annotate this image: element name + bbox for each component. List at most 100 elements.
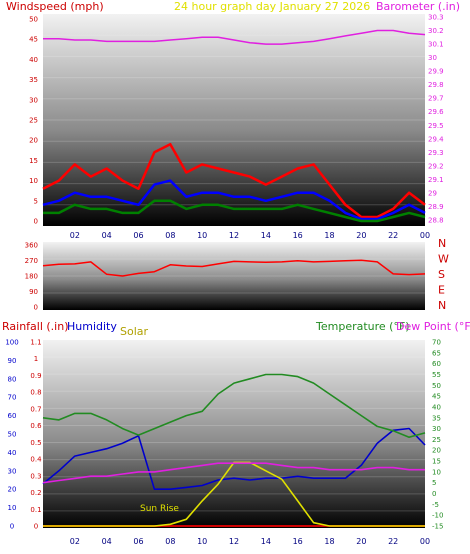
rain-tick: 0.9 xyxy=(30,372,41,380)
compass-label: W xyxy=(438,253,449,266)
wind-left-tick: 50 xyxy=(29,16,38,24)
temp-tick: 40 xyxy=(432,403,441,411)
wind-left-tick: 15 xyxy=(29,157,38,165)
series-humidity xyxy=(42,427,426,491)
baro-right-tick: 29.4 xyxy=(428,135,444,143)
baro-right-tick: 29.2 xyxy=(428,162,444,170)
humidity-tick: 50 xyxy=(8,431,17,439)
series-dew-point xyxy=(42,462,425,484)
x-tick-label: 14 xyxy=(261,231,271,240)
baro-right-tick: 29 xyxy=(428,189,437,197)
temp-hum-plot-area xyxy=(43,340,425,528)
baro-right-tick: 28.8 xyxy=(428,217,444,225)
temp-hum-series xyxy=(42,373,426,527)
wind-left-tick: 10 xyxy=(29,177,38,185)
temp-tick: 55 xyxy=(432,371,441,379)
humidity-tick: 70 xyxy=(8,394,17,402)
series-temperature xyxy=(42,373,426,439)
temp-tick: 70 xyxy=(432,339,441,347)
wind-baro-plot-area xyxy=(43,14,425,226)
baro-right-axis: 30.3 30.2 30.1 30 29.9 29.8 29.7 29.6 29.5 29.4 29… xyxy=(428,14,444,225)
x-tick-label: 16 xyxy=(293,537,303,546)
baro-right-tick: 29.6 xyxy=(428,108,444,116)
baro-right-tick: 30.2 xyxy=(428,27,444,35)
series-average xyxy=(42,179,426,221)
rain-tick: 0.5 xyxy=(30,439,41,447)
wind-series xyxy=(42,29,426,223)
temp-tick: -5 xyxy=(432,501,439,509)
direction-plot-area xyxy=(43,242,425,310)
temp-hum-gridlines xyxy=(43,356,425,512)
rain-tick: 0.1 xyxy=(30,506,41,514)
rain-axis: 1.1 1 0.9 0.8 0.7 0.6 0.5 0.4 0.3 0.2 0.1 0 xyxy=(30,339,42,531)
direction-gridlines xyxy=(43,258,425,294)
temp-tick: 10 xyxy=(432,468,441,476)
humidity-tick: 80 xyxy=(8,375,17,383)
temp-tick: -10 xyxy=(432,512,443,520)
rainfall-label: Rainfall (.in) xyxy=(2,320,69,333)
graph-title: 24 hour graph day January 27 2026 xyxy=(174,0,370,13)
wind-left-tick: 40 xyxy=(29,56,38,64)
x-tick-label: 20 xyxy=(356,537,366,546)
wind-left-tick: 0 xyxy=(34,218,38,226)
humidity-tick: 20 xyxy=(8,486,17,494)
baro-right-tick: 30 xyxy=(428,54,437,62)
solar-label: Solar xyxy=(120,325,149,338)
x-tick-label: 14 xyxy=(261,537,271,546)
windspeed-label: Windspeed (mph) xyxy=(6,0,104,13)
humidity-tick: 100 xyxy=(5,339,18,347)
wind-x-axis: 02 04 06 08 10 12 14 16 18 20 22 00 xyxy=(70,231,430,240)
humidity-tick: 60 xyxy=(8,412,17,420)
compass-label: S xyxy=(438,268,445,281)
temp-tick: 20 xyxy=(432,447,441,455)
direction-left-tick: 0 xyxy=(34,304,38,312)
wind-baro-gridlines xyxy=(43,34,425,206)
humidity-label: Humidity xyxy=(67,320,117,333)
baro-right-tick: 29.3 xyxy=(428,149,444,157)
x-tick-label: 22 xyxy=(388,231,398,240)
x-tick-label: 18 xyxy=(324,537,334,546)
x-tick-label: 06 xyxy=(133,231,143,240)
x-tick-label: 10 xyxy=(197,231,207,240)
x-tick-label: 12 xyxy=(229,231,239,240)
baro-right-tick: 30.1 xyxy=(428,41,444,49)
temp-tick: 65 xyxy=(432,349,441,357)
temp-tick: 60 xyxy=(432,360,441,368)
baro-right-tick: 30.3 xyxy=(428,14,444,22)
wind-left-tick: 30 xyxy=(29,96,38,104)
rain-tick: 1.1 xyxy=(30,339,41,347)
rain-tick: 0.6 xyxy=(30,422,42,430)
x-tick-label: 08 xyxy=(165,231,175,240)
series-solar xyxy=(43,461,425,527)
rain-tick: 0.2 xyxy=(30,489,41,497)
humidity-tick: 30 xyxy=(8,467,17,475)
rain-tick: 0.8 xyxy=(30,389,41,397)
direction-left-tick: 180 xyxy=(25,273,38,281)
temp-tick: 50 xyxy=(432,382,441,390)
x-tick-label: 02 xyxy=(70,537,80,546)
series-low xyxy=(43,199,426,223)
temp-tick: 30 xyxy=(432,425,441,433)
humidity-tick: 10 xyxy=(8,504,17,512)
direction-left-axis: 360 270 180 90 0 xyxy=(25,242,38,312)
baro-right-tick: 28.9 xyxy=(428,203,444,211)
compass-label: N xyxy=(438,237,446,250)
humidity-tick: 90 xyxy=(8,357,17,365)
humidity-tick: 40 xyxy=(8,449,17,457)
sunrise-annotation: Sun Rise xyxy=(140,504,179,514)
wind-left-tick: 5 xyxy=(34,197,38,205)
x-tick-label: 12 xyxy=(229,537,239,546)
series-barometer xyxy=(43,29,426,45)
series-gust xyxy=(42,142,426,219)
baro-right-tick: 29.7 xyxy=(428,95,444,103)
temp-tick: 25 xyxy=(432,436,441,444)
compass-label: E xyxy=(438,284,445,297)
rain-tick: 0.7 xyxy=(30,405,41,413)
baro-right-tick: 29.9 xyxy=(428,68,444,76)
rain-tick: 1 xyxy=(34,355,38,363)
temp-tick: -15 xyxy=(432,523,443,531)
